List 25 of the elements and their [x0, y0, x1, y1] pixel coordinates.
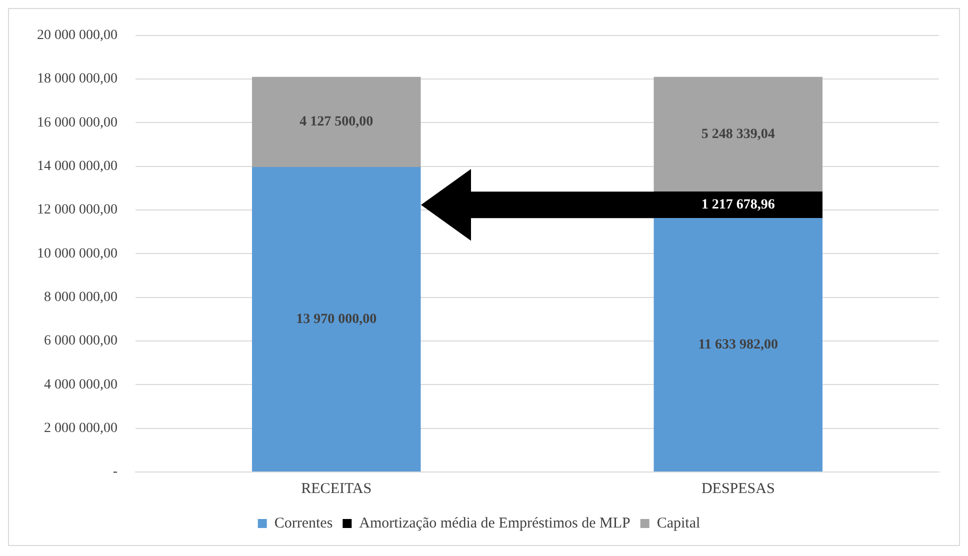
data-label: 11 633 982,00 — [698, 337, 778, 352]
data-label: 4 127 500,00 — [300, 114, 374, 130]
y-tick-label: 16 000 000,00 — [37, 115, 118, 130]
data-label: 5 248 339,04 — [701, 126, 775, 142]
y-tick-label: 18 000 000,00 — [37, 72, 118, 87]
x-tick-label: RECEITAS — [301, 480, 372, 497]
data-label: 1 217 678,96 — [701, 197, 775, 212]
y-tick-label: - — [112, 464, 118, 480]
y-tick-label: 14 000 000,00 — [37, 159, 118, 174]
y-tick-label: 4 000 000,00 — [44, 377, 118, 392]
legend-label: Amortização média de Empréstimos de MLP — [359, 515, 630, 532]
bar — [654, 218, 822, 472]
legend-label: Correntes — [274, 515, 333, 532]
legend-label: Capital — [656, 515, 700, 532]
y-tick-label: 10 000 000,00 — [37, 246, 118, 262]
y-tick-label: 12 000 000,00 — [37, 202, 118, 218]
x-tick-label: DESPESAS — [701, 480, 775, 497]
y-tick-label: 8 000 000,00 — [44, 290, 118, 306]
bar — [654, 76, 822, 192]
y-tick-label: 20 000 000,00 — [37, 28, 118, 44]
y-tick-label: 2 000 000,00 — [44, 421, 118, 436]
bar — [252, 76, 421, 168]
data-label: 13 970 000,00 — [296, 312, 377, 327]
bar — [252, 167, 421, 472]
y-tick-label: 6 000 000,00 — [44, 334, 118, 349]
